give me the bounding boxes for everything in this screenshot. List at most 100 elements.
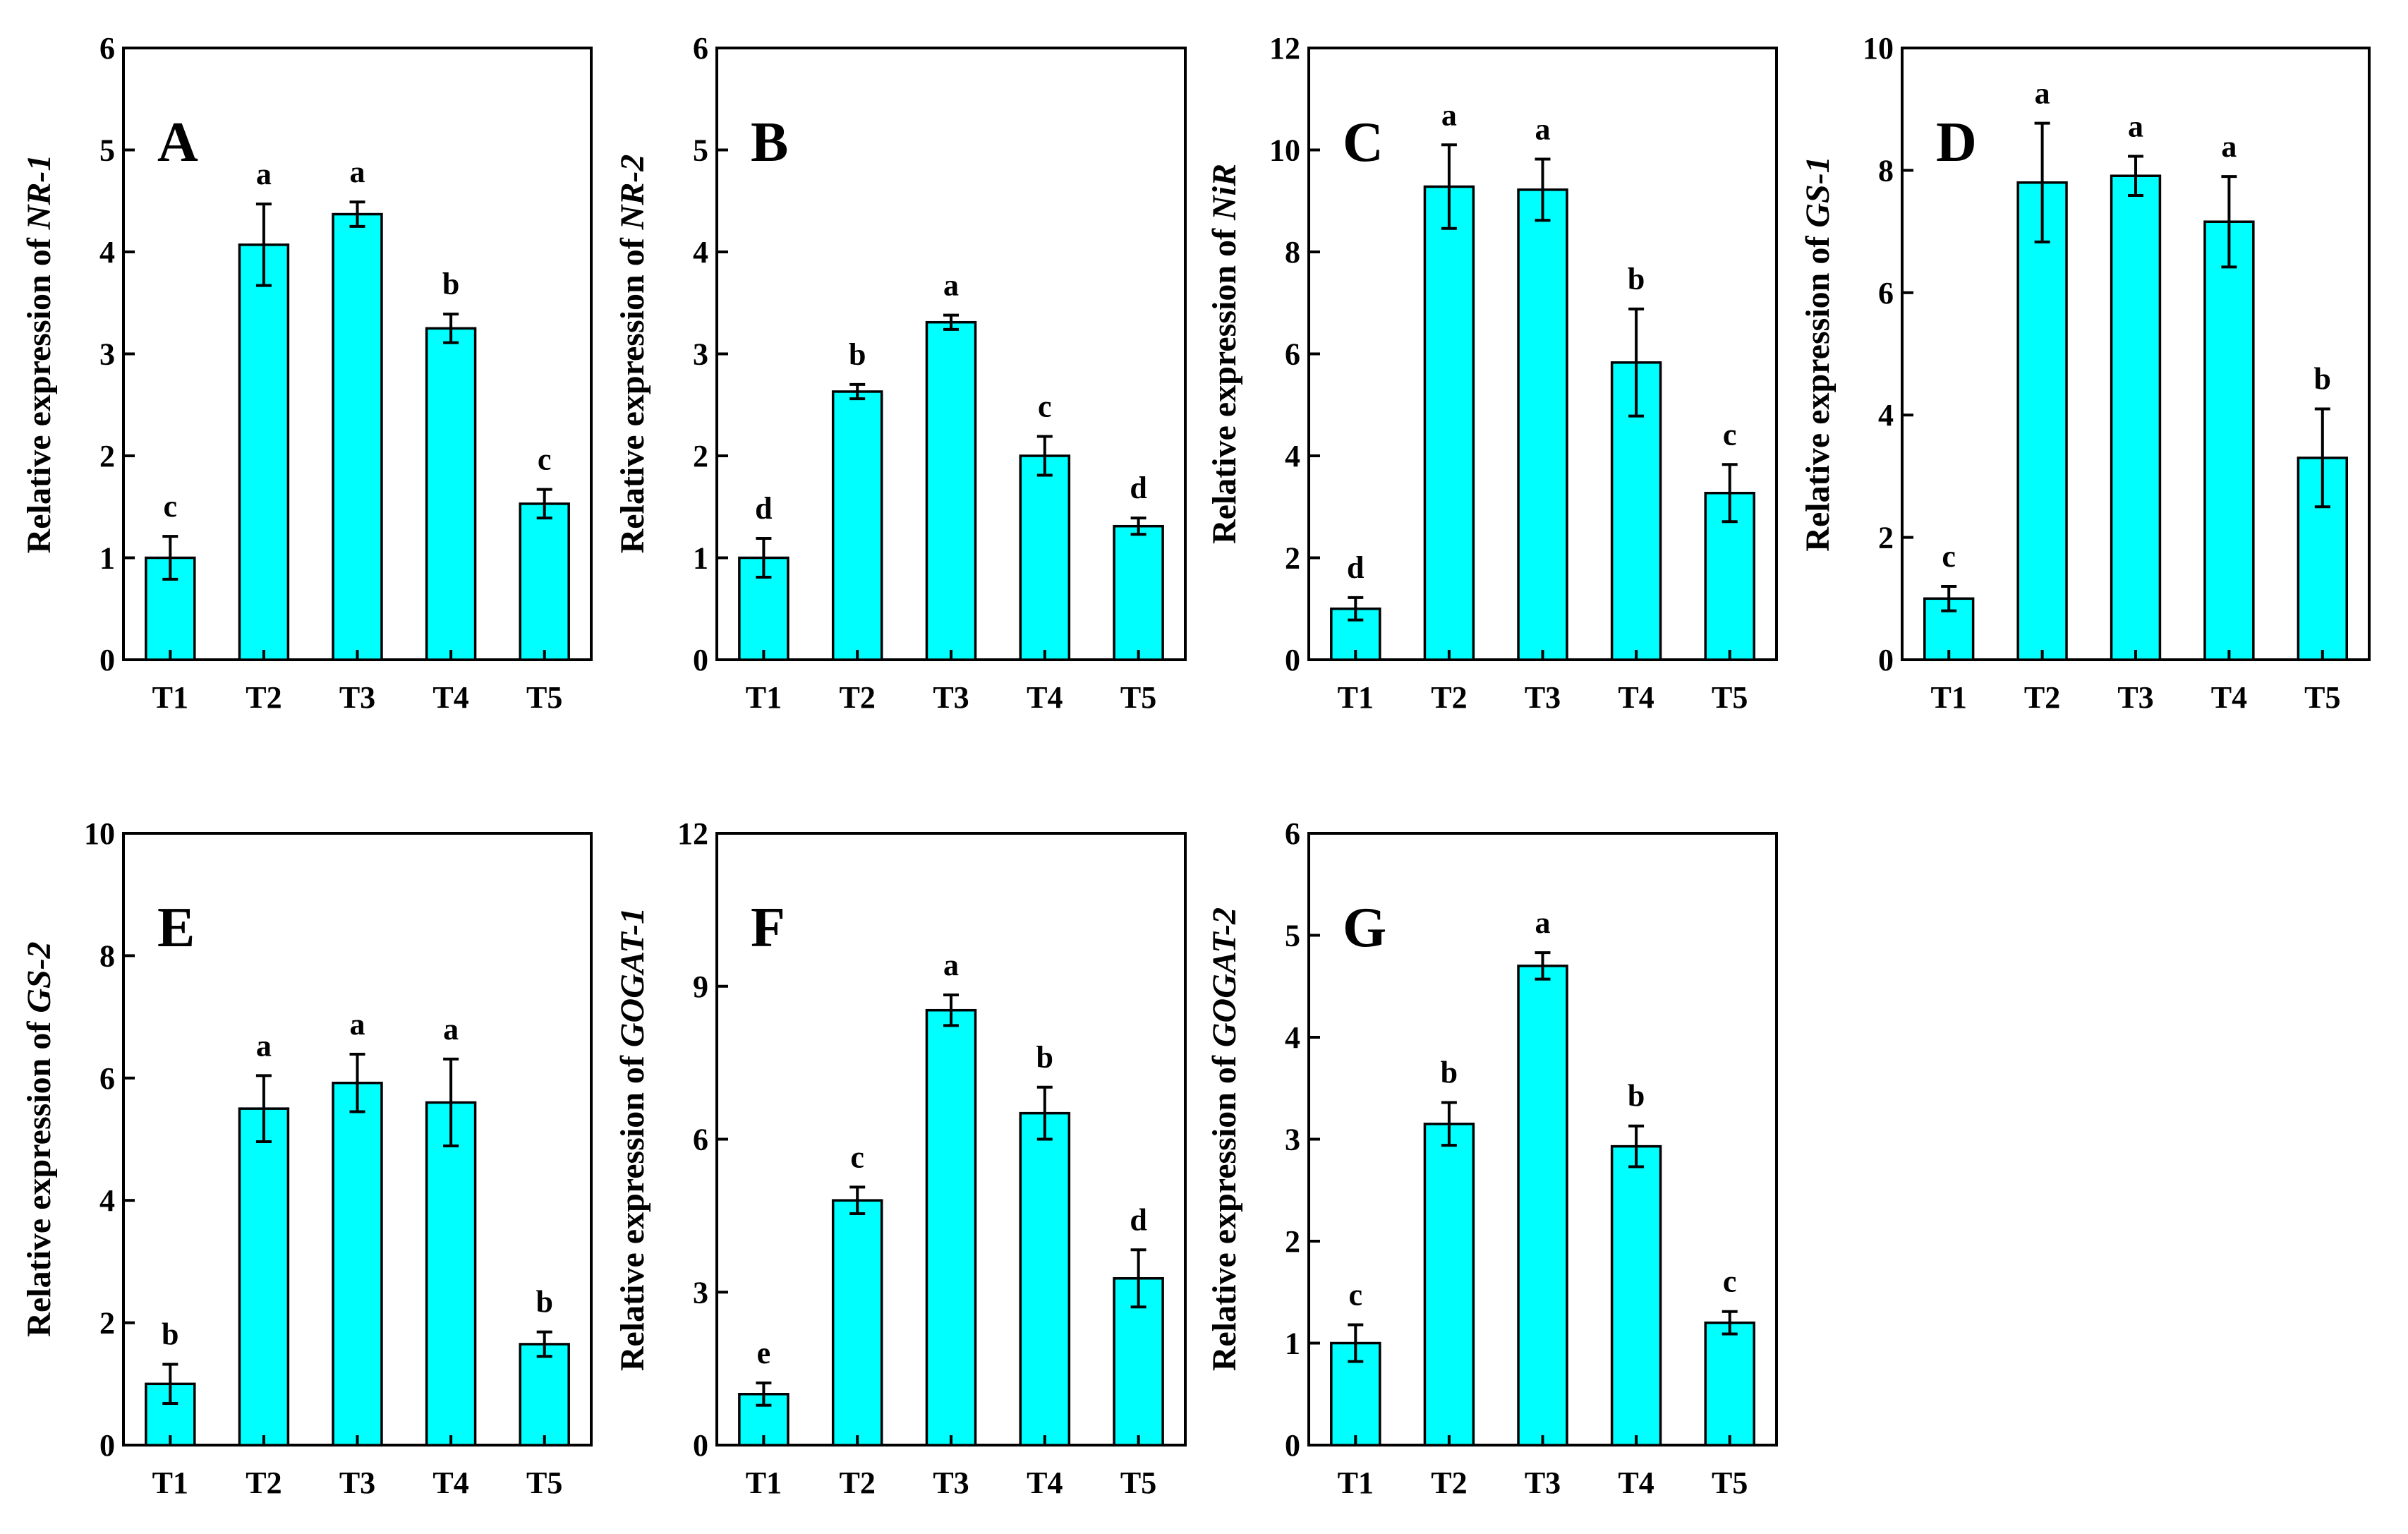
x-tick-label: T3 bbox=[933, 1466, 969, 1500]
significance-letter: a bbox=[943, 948, 959, 982]
x-tick-label: T5 bbox=[1712, 1466, 1748, 1500]
bar-t3 bbox=[2110, 174, 2162, 661]
bar-t4 bbox=[1610, 1145, 1662, 1447]
significance-letter: d bbox=[1130, 1202, 1146, 1237]
x-tick-label: T5 bbox=[2304, 680, 2340, 715]
bar-t4 bbox=[425, 1101, 477, 1447]
bar-t5 bbox=[519, 1343, 570, 1447]
y-axis-label-gene: GS-2 bbox=[20, 941, 58, 1013]
bar-t4 bbox=[2203, 220, 2255, 661]
y-tick-label: 1 bbox=[99, 541, 115, 576]
significance-letter: c bbox=[1723, 417, 1737, 452]
x-tick-label: T4 bbox=[2211, 680, 2247, 715]
y-tick-label: 6 bbox=[1878, 276, 1894, 310]
bar-t3 bbox=[1517, 965, 1568, 1447]
panel-label: G bbox=[1343, 897, 1386, 959]
y-axis-label-gene: NR-1 bbox=[20, 155, 58, 231]
significance-letter: a bbox=[2128, 109, 2143, 143]
x-tick-label: T3 bbox=[1525, 680, 1561, 715]
significance-letter: a bbox=[1535, 905, 1551, 940]
y-tick-label: 4 bbox=[99, 235, 115, 270]
y-tick-label: 9 bbox=[693, 970, 708, 1004]
panel-label: F bbox=[751, 897, 785, 959]
significance-letter: b bbox=[1036, 1040, 1053, 1075]
y-tick-label: 2 bbox=[1878, 521, 1894, 555]
y-tick-label: 8 bbox=[1878, 153, 1894, 188]
y-tick-label: 0 bbox=[693, 1428, 708, 1463]
y-tick-label: 6 bbox=[1285, 337, 1300, 372]
significance-letter: a bbox=[350, 155, 365, 189]
bar-t3 bbox=[332, 1081, 383, 1447]
y-tick-label: 3 bbox=[99, 337, 115, 372]
y-axis-label: Relative expression of GOGAT-2 bbox=[1206, 907, 1243, 1371]
chart-panel-e: 0 2 4 6 8 10 b T1 a T2 a T3 a T4 b T5 E Relative expressi… bbox=[20, 816, 593, 1500]
bar-t2 bbox=[1423, 1123, 1475, 1447]
y-tick-label: 0 bbox=[99, 643, 115, 677]
y-axis-label: Relative expression of GS-1 bbox=[1799, 156, 1837, 551]
y-tick-label: 0 bbox=[1285, 643, 1300, 677]
significance-letter: a bbox=[943, 268, 959, 303]
y-tick-label: 10 bbox=[1269, 133, 1300, 168]
x-tick-label: T2 bbox=[840, 680, 876, 715]
y-tick-label: 1 bbox=[1285, 1327, 1300, 1361]
y-tick-label: 6 bbox=[99, 1061, 115, 1096]
bar-t2 bbox=[2016, 181, 2068, 661]
bar-t2 bbox=[238, 1107, 290, 1447]
y-tick-label: 5 bbox=[693, 133, 708, 168]
y-tick-label: 4 bbox=[693, 235, 708, 270]
significance-letter: a bbox=[256, 1028, 272, 1063]
x-tick-label: T5 bbox=[526, 1466, 562, 1500]
y-axis-label-gene: GOGAT-2 bbox=[1206, 907, 1243, 1047]
y-tick-label: 4 bbox=[1878, 398, 1894, 433]
y-axis-label-gene: NiR bbox=[1206, 164, 1243, 221]
x-tick-label: T2 bbox=[840, 1466, 876, 1500]
y-axis-label: Relative expression of GS-2 bbox=[20, 941, 58, 1336]
chart-panel-b: 0 1 2 3 4 5 6 d T1 b T2 a T3 c T4 d T5 B Relative expressi… bbox=[614, 31, 1187, 715]
significance-letter: a bbox=[1441, 97, 1457, 132]
y-tick-label: 10 bbox=[1863, 31, 1894, 66]
bar-t5 bbox=[1113, 524, 1164, 661]
y-tick-label: 6 bbox=[1285, 816, 1300, 851]
y-axis-label-prefix: Relative expression of bbox=[20, 1013, 58, 1337]
x-tick-label: T1 bbox=[746, 680, 782, 715]
bar-t4 bbox=[1019, 454, 1071, 661]
y-axis-label-prefix: Relative expression of bbox=[1206, 220, 1243, 544]
x-tick-label: T1 bbox=[152, 680, 188, 715]
bar-t5 bbox=[1704, 1321, 1755, 1447]
y-tick-label: 3 bbox=[693, 337, 708, 372]
y-tick-label: 2 bbox=[99, 439, 115, 473]
bar-t3 bbox=[1517, 188, 1568, 661]
bar-t3 bbox=[925, 1008, 977, 1447]
y-axis-label-prefix: Relative expression of bbox=[614, 1047, 651, 1371]
y-tick-label: 4 bbox=[99, 1183, 115, 1218]
significance-letter: a bbox=[1535, 112, 1551, 147]
significance-letter: b bbox=[536, 1285, 552, 1319]
x-tick-label: T2 bbox=[1431, 680, 1467, 715]
significance-letter: c bbox=[1942, 539, 1956, 574]
significance-letter: b bbox=[1628, 1079, 1645, 1113]
y-tick-label: 6 bbox=[99, 31, 115, 66]
bar-t4 bbox=[425, 327, 477, 661]
significance-letter: a bbox=[443, 1012, 459, 1046]
x-tick-label: T5 bbox=[1120, 1466, 1156, 1500]
significance-letter: b bbox=[1441, 1055, 1458, 1089]
y-tick-label: 3 bbox=[1285, 1123, 1300, 1157]
y-tick-label: 8 bbox=[1285, 235, 1300, 270]
panel-label: E bbox=[157, 897, 195, 959]
y-tick-label: 8 bbox=[99, 938, 115, 973]
x-tick-label: T2 bbox=[246, 680, 282, 715]
significance-letter: a bbox=[2035, 76, 2050, 111]
significance-letter: d bbox=[755, 491, 772, 526]
y-tick-label: 6 bbox=[693, 31, 708, 66]
significance-letter: e bbox=[757, 1336, 771, 1370]
panel-label: A bbox=[157, 111, 198, 174]
y-axis-label-prefix: Relative expression of bbox=[1206, 1047, 1243, 1371]
x-tick-label: T4 bbox=[1027, 680, 1063, 715]
x-tick-label: T5 bbox=[526, 680, 562, 715]
y-axis-label-gene: GS-1 bbox=[1799, 156, 1837, 227]
y-axis-label-prefix: Relative expression of bbox=[20, 229, 58, 553]
significance-letter: c bbox=[1723, 1264, 1737, 1299]
chart-panel-d: 0 2 4 6 8 10 c T1 a T2 a T3 a T4 b T5 D Relative expressi… bbox=[1799, 31, 2371, 715]
x-tick-label: T1 bbox=[1931, 680, 1967, 715]
